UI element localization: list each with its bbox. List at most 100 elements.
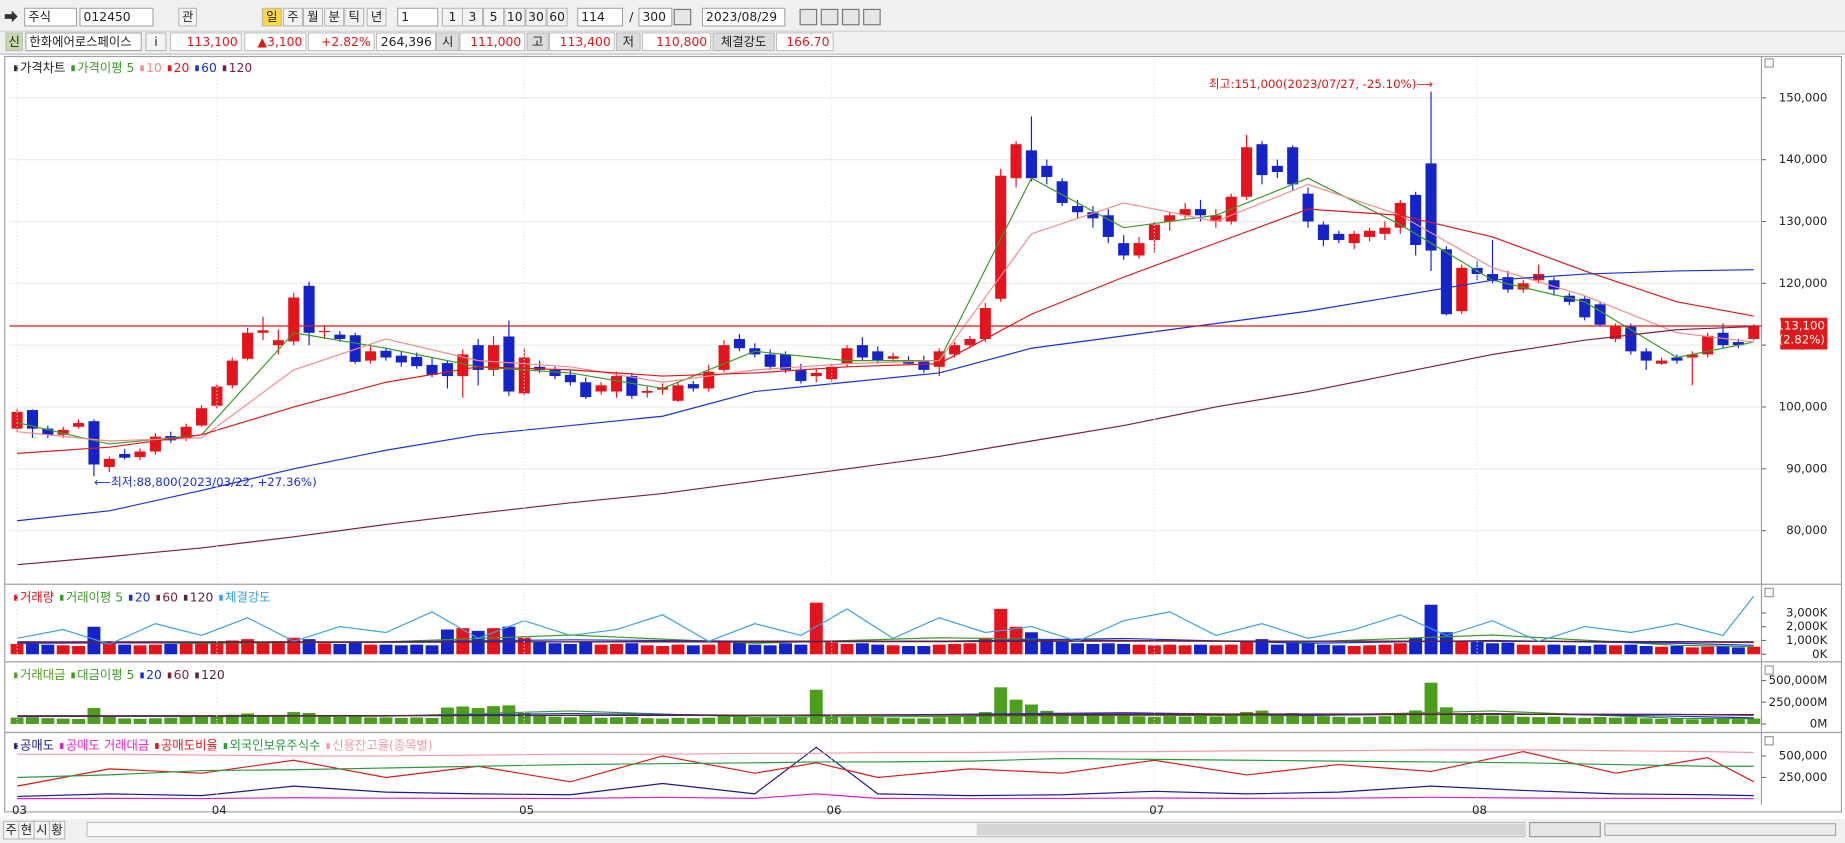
interval-button-box[interactable] <box>546 7 568 27</box>
period-button-box[interactable] <box>344 7 365 27</box>
bar <box>1209 716 1223 724</box>
bar <box>394 645 408 655</box>
open: 111,000 <box>470 35 521 49</box>
code-input[interactable]: 012450 <box>84 10 131 24</box>
tab-box[interactable] <box>48 820 66 840</box>
menu-icon[interactable] <box>4 10 18 23</box>
interval-button-box[interactable] <box>483 7 505 27</box>
bar <box>1378 716 1392 724</box>
market-select[interactable]: 주식 <box>28 10 51 24</box>
total-input-box[interactable] <box>638 7 673 27</box>
y-tick-label: 120,000 <box>1779 276 1828 290</box>
period-button-box[interactable] <box>261 7 282 27</box>
candle-body <box>487 345 500 370</box>
candle-body <box>1656 360 1668 364</box>
icon[interactable] <box>799 8 818 26</box>
period-button[interactable]: 주 <box>287 10 298 24</box>
period-button-box[interactable] <box>366 7 387 27</box>
bar <box>625 643 639 655</box>
count-input[interactable]: 114 <box>581 10 605 24</box>
interval-button[interactable]: 3 <box>468 10 476 24</box>
x-tick-label: 07 <box>1149 803 1164 817</box>
icon[interactable] <box>863 8 881 26</box>
candle-body <box>411 356 423 367</box>
bar <box>133 645 147 655</box>
period-button[interactable]: 틱 <box>348 10 359 24</box>
tab[interactable]: 현 <box>21 823 32 837</box>
interval-button-box[interactable] <box>504 7 526 27</box>
badge[interactable]: 신 <box>8 35 19 49</box>
scroll-thumb[interactable] <box>976 823 1525 836</box>
interval-button-box[interactable] <box>461 7 483 27</box>
info-button[interactable]: i <box>154 35 157 49</box>
interval-button[interactable]: 10 <box>507 10 523 24</box>
bar <box>302 712 316 724</box>
bar <box>72 646 86 655</box>
bar <box>1424 682 1438 724</box>
period-button-box[interactable] <box>283 7 303 27</box>
candle-body <box>134 451 146 458</box>
nav-buttons[interactable] <box>1604 823 1837 837</box>
period-button-box[interactable] <box>303 7 323 27</box>
bar <box>348 715 362 724</box>
count-input-box[interactable] <box>577 7 623 27</box>
panel-icon[interactable] <box>1764 58 1774 68</box>
candle-body <box>11 411 23 429</box>
tab[interactable]: 시 <box>36 823 47 837</box>
candle-body <box>1179 209 1191 216</box>
toolbar-button-box[interactable] <box>178 7 197 27</box>
date-input[interactable]: 2023/08/29 <box>706 10 777 24</box>
candle-body <box>641 390 653 393</box>
candle-body <box>1333 233 1345 241</box>
volume-box <box>376 32 436 52</box>
toolbar-button[interactable]: 관 <box>182 10 193 24</box>
tab[interactable]: 황 <box>51 823 62 837</box>
period-button[interactable]: 년 <box>371 10 382 24</box>
bar <box>1040 710 1054 724</box>
interval-button[interactable]: 5 <box>490 10 498 24</box>
bar <box>1224 715 1238 724</box>
candle-body <box>1671 357 1683 361</box>
period-button[interactable]: 월 <box>307 10 318 24</box>
period-button-box[interactable] <box>324 7 345 27</box>
bar <box>1055 641 1069 655</box>
bar <box>1470 641 1484 655</box>
date-input-box[interactable] <box>701 7 786 27</box>
panel-icon[interactable] <box>1764 736 1774 746</box>
candle-body <box>288 297 300 342</box>
interval-select-box[interactable] <box>397 7 439 27</box>
code-input-box[interactable] <box>79 7 154 27</box>
icon[interactable] <box>820 8 839 26</box>
period-button[interactable]: 일 <box>266 10 277 24</box>
interval-button-box[interactable] <box>525 7 547 27</box>
icon[interactable] <box>673 8 692 26</box>
market-select-box[interactable] <box>24 7 77 27</box>
tab[interactable]: 주 <box>5 823 16 837</box>
chart-frame <box>4 55 1843 813</box>
total-input[interactable]: 300 <box>642 10 666 24</box>
period-button[interactable]: 분 <box>328 10 339 24</box>
zoom-control[interactable] <box>1529 821 1601 838</box>
candle-body <box>887 356 899 359</box>
interval-button[interactable]: 1 <box>448 10 456 24</box>
interval-select[interactable]: 1 <box>401 10 409 24</box>
bar <box>1501 715 1515 724</box>
badge-box[interactable] <box>5 32 23 52</box>
candle-body <box>1440 249 1452 315</box>
icon[interactable] <box>841 8 860 26</box>
interval-button[interactable]: 60 <box>549 10 565 24</box>
panel-icon[interactable] <box>1764 587 1774 598</box>
bar <box>1639 646 1653 655</box>
bar <box>1301 714 1315 724</box>
candle-body <box>964 338 976 346</box>
bar <box>225 714 239 724</box>
candle-body <box>26 410 38 429</box>
bar <box>164 643 178 655</box>
bar <box>855 643 869 655</box>
interval-button[interactable]: 30 <box>528 10 544 24</box>
info-button-box[interactable] <box>145 32 167 52</box>
bar <box>287 712 301 724</box>
y-tick-label: 250,000 <box>1779 770 1828 784</box>
panel-icon[interactable] <box>1764 665 1774 675</box>
last-price-box <box>1780 317 1828 350</box>
